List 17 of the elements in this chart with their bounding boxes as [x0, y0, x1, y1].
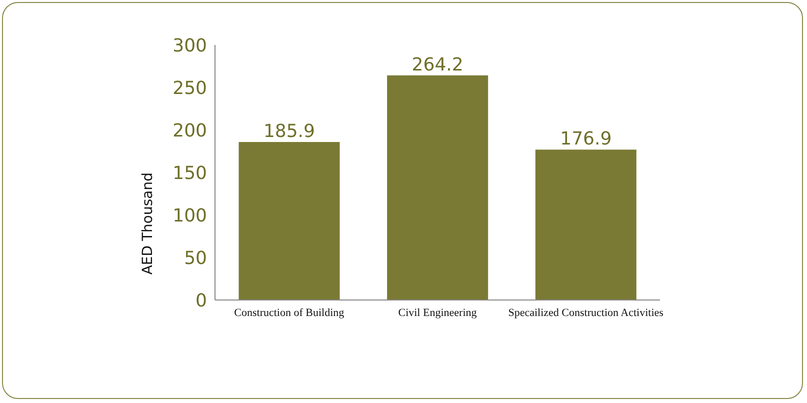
- data-label: 176.9: [560, 128, 612, 150]
- x-tick-label: Construction of Building: [234, 306, 345, 319]
- x-tick-label: Civil Engineering: [398, 306, 478, 319]
- y-tick-label: 150: [172, 162, 207, 184]
- x-tick-label: Specailized Construction Activities: [508, 306, 664, 319]
- data-label: 264.2: [412, 54, 464, 76]
- bar: [387, 75, 488, 300]
- y-tick-label: 300: [172, 35, 207, 56]
- y-tick-label: 100: [172, 205, 207, 226]
- y-tick-label: 250: [172, 78, 207, 99]
- y-tick-label: 200: [172, 120, 207, 142]
- y-axis-title: AED Thousand: [140, 172, 156, 275]
- bar: [238, 142, 340, 300]
- y-tick-label: 50: [184, 248, 207, 269]
- y-tick-label: 0: [196, 290, 207, 312]
- data-label: 185.9: [263, 120, 315, 142]
- bar: [535, 150, 636, 300]
